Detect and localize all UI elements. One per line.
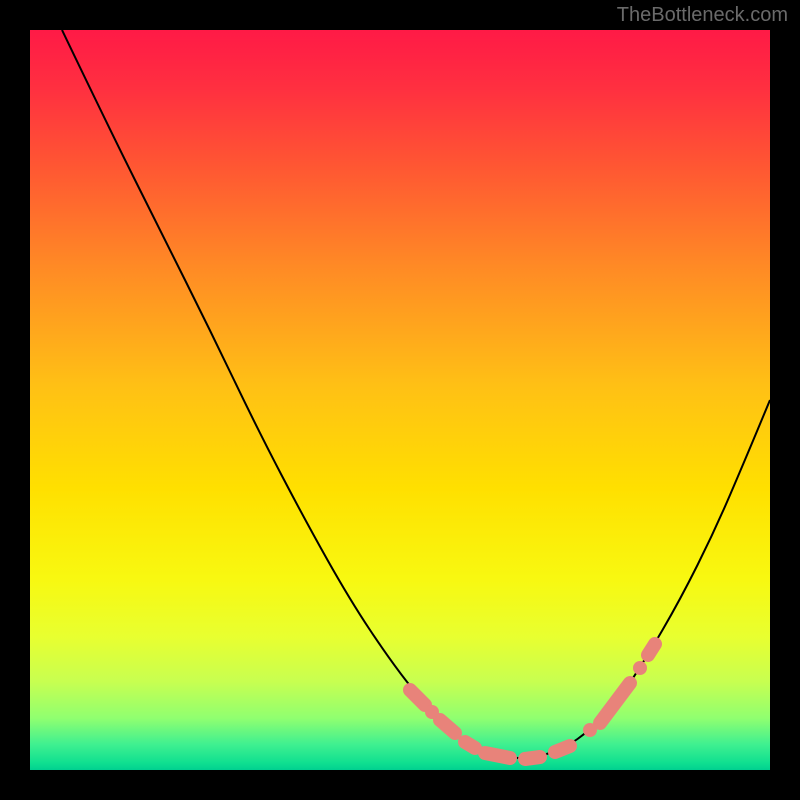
curve-markers <box>410 644 655 759</box>
plot-area <box>30 30 770 770</box>
watermark-text: TheBottleneck.com <box>617 4 788 27</box>
curve-layer <box>30 30 770 770</box>
bottleneck-curve <box>62 30 770 758</box>
